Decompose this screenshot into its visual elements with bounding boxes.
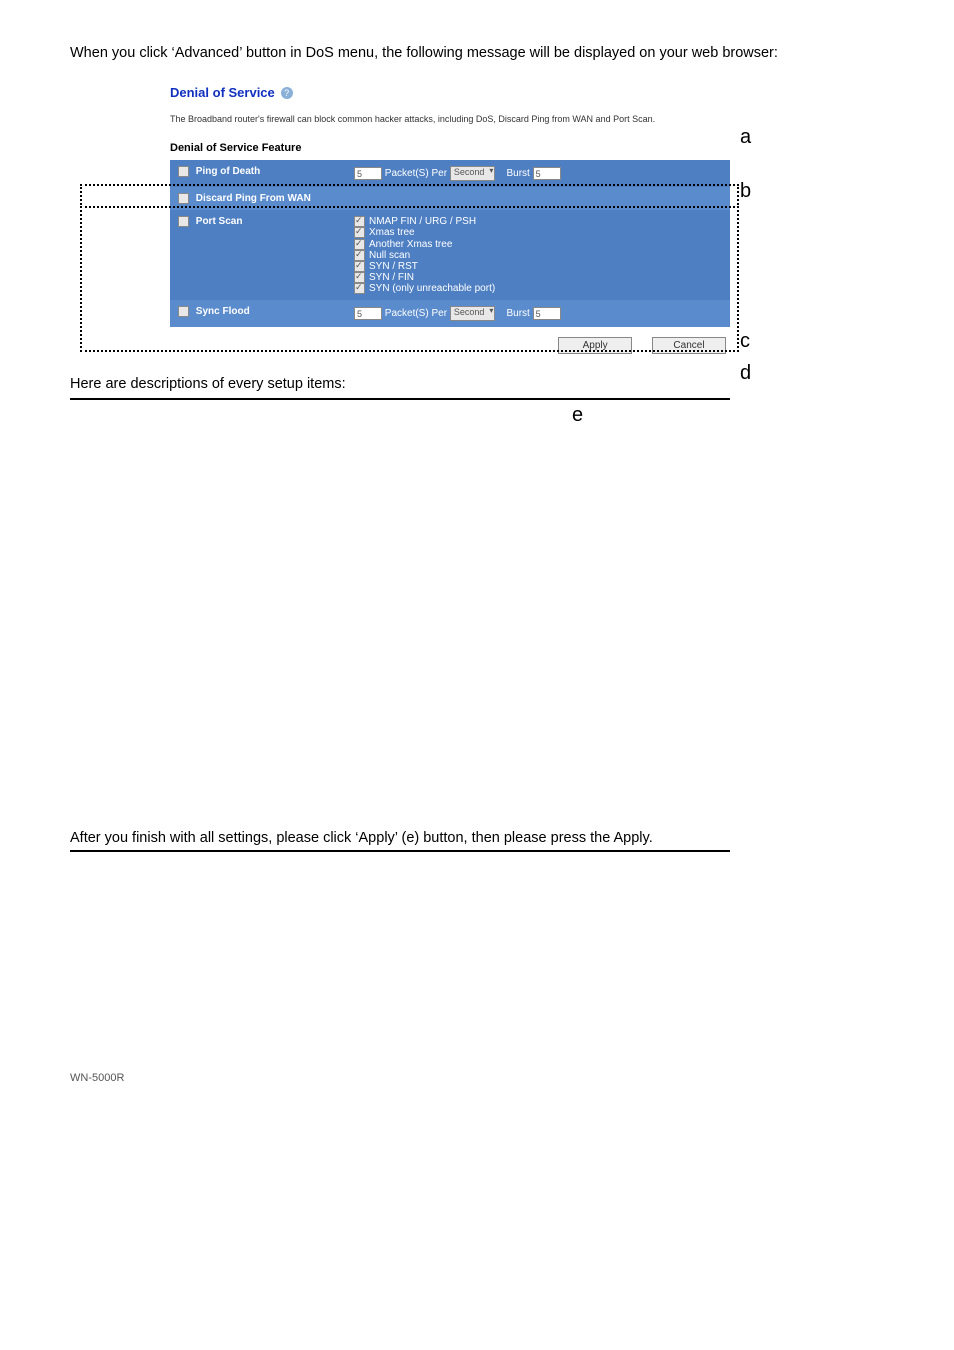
ping-unit-select[interactable]: Second [450, 166, 496, 181]
ping-burst-input[interactable] [533, 167, 561, 180]
ping-checkbox[interactable] [178, 166, 189, 177]
ping-per-label: Packet(S) Per [385, 168, 447, 179]
row-sync-flood: Sync Flood Packet(S) Per Second Burst [170, 300, 730, 327]
opt-synfin: SYN / FIN [369, 272, 414, 283]
closing-paragraph: After you finish with all settings, plea… [70, 830, 884, 846]
sync-label: Sync Flood [196, 306, 250, 317]
sync-burst-input[interactable] [533, 307, 561, 320]
opt-nmap: NMAP FIN / URG / PSH [369, 216, 476, 227]
opt-xmas: Xmas tree [369, 228, 415, 239]
portscan-checkbox[interactable] [178, 216, 189, 227]
ping-label: Ping of Death [196, 166, 260, 177]
discard-checkbox[interactable] [178, 193, 189, 204]
row-port-scan: Port Scan NMAP FIN / URG / PSH Xmas tree… [170, 210, 730, 300]
post-paragraph: Here are descriptions of every setup ite… [70, 376, 884, 392]
apply-button[interactable]: Apply [558, 337, 632, 354]
ping-count-input[interactable] [354, 167, 382, 180]
portscan-label: Port Scan [196, 216, 243, 227]
sync-unit-select[interactable]: Second [450, 306, 496, 321]
button-row: Apply Cancel [170, 327, 730, 358]
divider-top [70, 398, 730, 400]
sync-burst-label: Burst [506, 308, 529, 319]
marker-e: e [572, 404, 583, 427]
intro-paragraph: When you click ‘Advanced’ button in DoS … [70, 40, 884, 66]
sync-count-input[interactable] [354, 307, 382, 320]
sync-checkbox[interactable] [178, 306, 189, 317]
row-ping-of-death: Ping of Death Packet(S) Per Second Burst [170, 160, 730, 187]
dos-panel: Denial of Service ? The Broadband router… [170, 84, 730, 358]
opt-null: Null scan [369, 250, 410, 261]
opt-synrst: SYN / RST [369, 261, 418, 272]
feature-table: Ping of Death Packet(S) Per Second Burst… [170, 160, 730, 327]
opt-another-xmas: Another Xmas tree [369, 239, 452, 250]
panel-title: Denial of Service [170, 85, 275, 100]
footer-model: WN-5000R [70, 1072, 884, 1084]
divider-bottom [70, 850, 730, 852]
marker-b: b [740, 180, 751, 203]
marker-c: c [740, 330, 750, 353]
ping-burst-label: Burst [506, 168, 529, 179]
panel-description: The Broadband router's firewall can bloc… [170, 114, 730, 124]
sync-per-label: Packet(S) Per [385, 308, 447, 319]
screenshot-region: Denial of Service ? The Broadband router… [170, 84, 884, 358]
discard-label: Discard Ping From WAN [196, 193, 311, 204]
help-icon[interactable]: ? [281, 87, 293, 99]
row-discard-ping: Discard Ping From WAN [170, 187, 730, 210]
section-heading: Denial of Service Feature [170, 142, 730, 154]
marker-d: d [740, 362, 751, 385]
opt-synunreach-checkbox[interactable] [354, 283, 365, 294]
cancel-button[interactable]: Cancel [652, 337, 726, 354]
opt-synunreach: SYN (only unreachable port) [369, 283, 495, 294]
marker-a: a [740, 126, 751, 149]
